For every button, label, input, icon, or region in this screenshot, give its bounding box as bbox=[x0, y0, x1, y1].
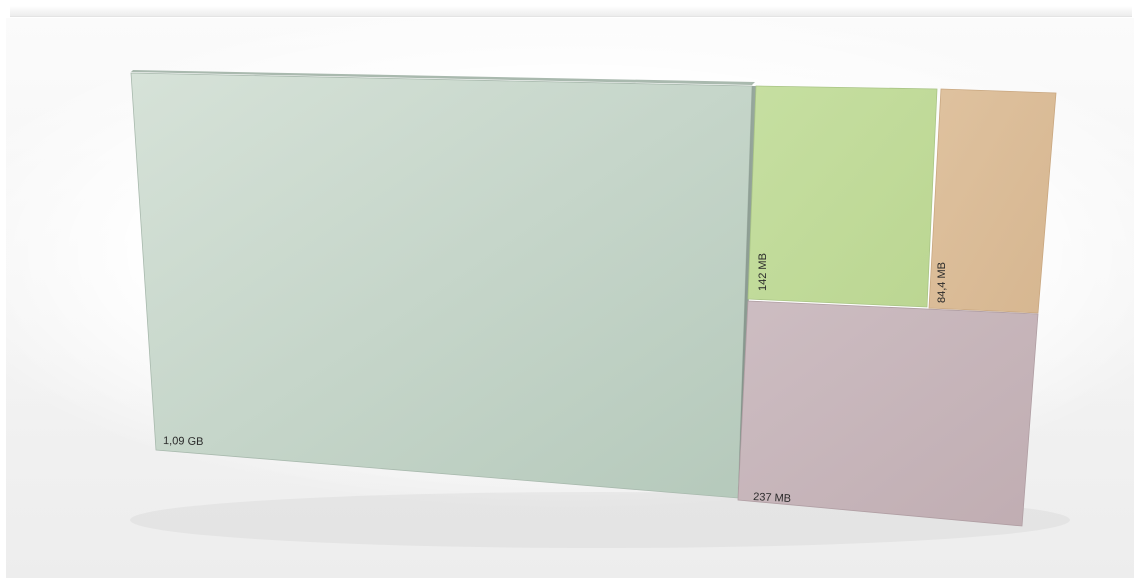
tile-label-142-mb: 142 MB bbox=[757, 253, 769, 291]
tile-label-237-mb: 237 MB bbox=[753, 491, 791, 505]
tile-top-edge bbox=[131, 70, 755, 85]
tile-237-mb[interactable] bbox=[737, 300, 1039, 527]
tile-1-09-gb[interactable] bbox=[130, 72, 753, 499]
tile-84-4-mb[interactable] bbox=[928, 88, 1057, 314]
tile-label-84-4-mb: 84,4 MB bbox=[936, 262, 948, 303]
tile-label-1-09-gb: 1,09 GB bbox=[163, 435, 204, 448]
tile-side-edge bbox=[738, 86, 756, 500]
top-divider bbox=[10, 6, 1132, 17]
tile-142-mb[interactable] bbox=[747, 85, 938, 308]
